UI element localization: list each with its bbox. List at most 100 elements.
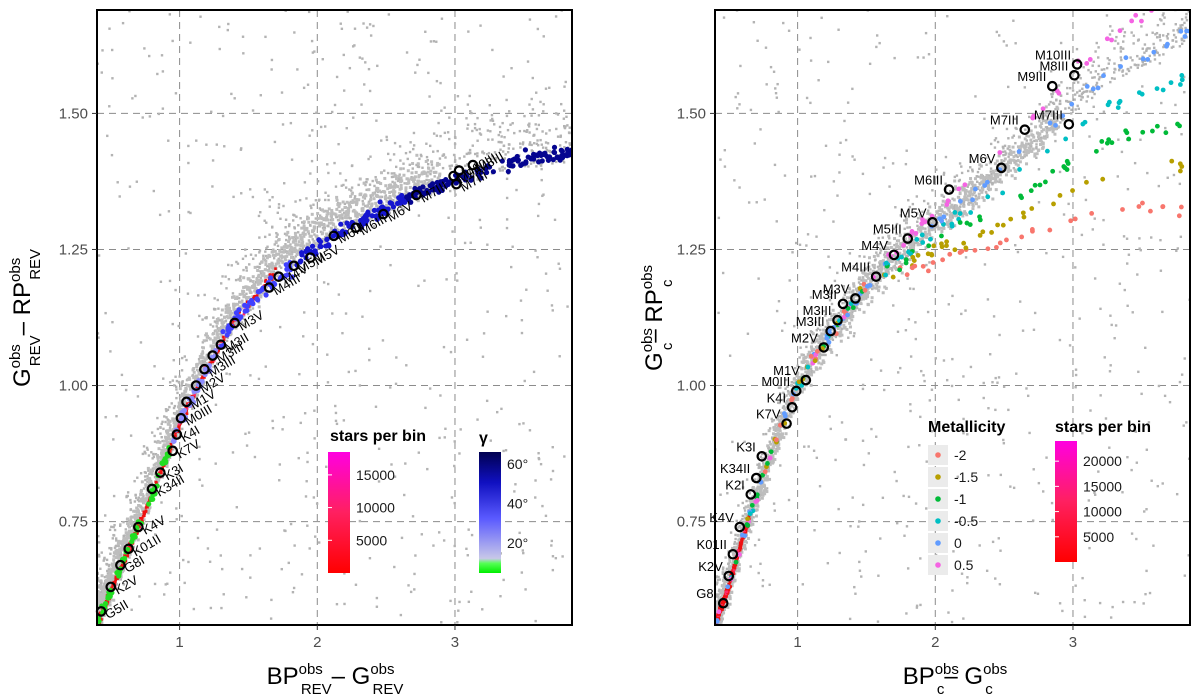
x-tick-label: 1 [175,634,183,651]
background-star [1181,18,1183,20]
background-star [248,287,251,290]
gamma-point [552,145,557,150]
background-star [281,91,283,93]
background-star [385,136,387,138]
background-star [508,143,510,145]
background-star [316,502,318,504]
background-star [504,153,506,155]
background-star [240,192,242,194]
background-star [114,529,116,531]
background-star [323,218,326,221]
background-star [466,339,468,341]
background-star [1050,93,1052,95]
background-star [197,537,199,539]
background-star [281,568,283,570]
background-star [559,144,561,146]
background-star [149,115,151,117]
background-star [1078,317,1080,319]
background-star [388,13,390,15]
background-star [159,427,161,429]
background-star [326,353,328,355]
background-star [949,190,951,192]
background-star [104,312,106,314]
background-star [167,437,170,440]
background-star [991,381,993,383]
background-star [470,242,472,244]
background-star [1179,183,1181,185]
background-star [146,447,148,449]
background-star [307,217,310,220]
background-star [1161,311,1163,313]
background-star [205,332,208,335]
background-star [127,247,129,249]
background-star [1145,63,1147,65]
background-star [382,339,384,341]
background-star [385,204,388,207]
background-star [112,438,114,440]
background-star [1122,601,1124,603]
background-star [282,416,284,418]
background-star [330,212,333,215]
background-star [261,274,264,277]
background-star [372,25,374,27]
background-star [216,143,218,145]
background-star [298,457,300,459]
background-star [271,420,273,422]
background-star [823,209,825,211]
background-star [321,223,324,226]
background-star [915,338,917,340]
background-star [242,292,245,295]
background-star [292,591,294,593]
background-star [157,428,159,430]
gamma-point [150,497,155,502]
background-star [168,210,170,212]
background-star [158,447,161,450]
background-star [1058,84,1060,86]
background-star [187,145,189,147]
background-star [169,428,172,431]
y-tick-label: 0.75 [59,514,88,531]
background-star [1144,43,1146,45]
background-star [279,218,281,220]
background-star [142,116,144,118]
background-star [996,382,998,384]
background-star [437,122,439,124]
background-star [173,384,175,386]
background-star [506,227,508,229]
background-star [1137,39,1139,41]
background-star [909,287,911,289]
background-star [115,415,117,417]
background-star [129,185,131,187]
background-star [736,107,738,109]
background-star [499,126,501,128]
background-star [841,302,843,304]
background-star [212,325,214,327]
background-star [1104,356,1106,358]
background-star [471,534,473,536]
background-star [738,186,740,188]
background-star [162,377,164,379]
background-star [1146,449,1148,451]
left-gamma-legend-title: γ [479,430,488,447]
background-star [917,56,919,58]
background-star [348,371,350,373]
background-star [421,171,424,174]
background-star [1136,462,1138,464]
background-star [349,217,351,219]
y-tick-label: 1.50 [59,105,88,122]
background-star [317,180,319,182]
background-star [436,150,438,152]
background-star [744,509,746,511]
background-star [179,387,182,390]
background-star [207,547,209,549]
x-tick-label: 3 [451,634,459,651]
background-star [1009,485,1011,487]
background-star [862,440,864,442]
background-star [998,334,1000,336]
background-star [545,272,547,274]
background-star [752,516,754,518]
density-cell [143,512,146,515]
background-star [273,257,275,259]
background-star [324,192,326,194]
